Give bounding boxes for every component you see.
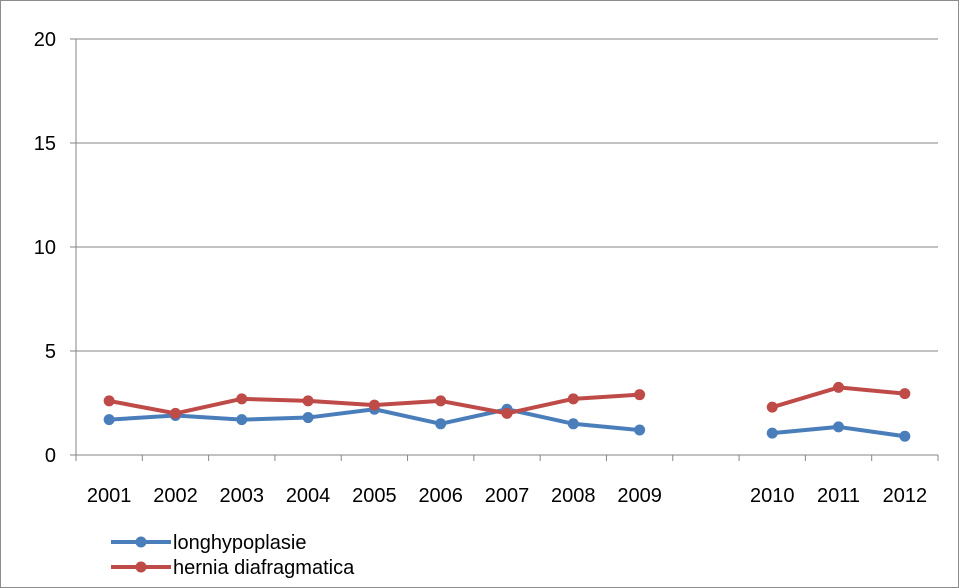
data-point (236, 393, 248, 405)
data-point (169, 407, 181, 419)
data-point (368, 399, 380, 411)
y-tick-labels: 0 5 10 15 20 (34, 29, 56, 467)
y-tick-label: 0 (45, 445, 56, 467)
x-tick-label: 2012 (883, 485, 928, 507)
data-point (302, 395, 314, 407)
legend-item: longhypoplasie (111, 532, 306, 554)
data-point (567, 418, 579, 430)
x-tick-label: 2007 (485, 485, 530, 507)
series-1 (103, 381, 911, 419)
gridlines (76, 38, 938, 352)
x-tick-label: 2006 (418, 485, 463, 507)
legend-swatch-marker (135, 536, 147, 548)
data-point (899, 430, 911, 442)
data-point (435, 418, 447, 430)
legend-label: hernia diafragmatica (173, 557, 355, 579)
data-point (501, 407, 513, 419)
x-tick-label: 2011 (817, 485, 860, 507)
data-point (103, 414, 115, 426)
y-tick-label: 20 (34, 29, 56, 51)
data-point (302, 412, 314, 424)
legend-swatch-marker (135, 561, 147, 573)
legend-item: hernia diafragmatica (111, 557, 355, 579)
x-tick-label: 2005 (352, 485, 397, 507)
data-point (634, 389, 646, 401)
data-point (833, 421, 845, 433)
data-point (634, 424, 646, 436)
x-tick-label: 2001 (87, 485, 132, 507)
y-tick-label: 15 (34, 133, 56, 155)
x-tick-label: 2008 (551, 485, 596, 507)
data-point (435, 395, 447, 407)
legend: longhypoplasie hernia diafragmatica (111, 532, 355, 579)
x-tick-label: 2009 (617, 485, 662, 507)
data-point (833, 381, 845, 393)
data-point (567, 393, 579, 405)
legend-label: longhypoplasie (173, 532, 306, 554)
x-tick-label: 2010 (750, 485, 795, 507)
data-point (766, 401, 778, 413)
data-point (766, 427, 778, 439)
axes (70, 38, 939, 461)
x-tick-label: 2002 (153, 485, 198, 507)
x-tick-label: 2004 (286, 485, 331, 507)
data-point (103, 395, 115, 407)
y-tick-label: 5 (45, 341, 56, 363)
x-tick-labels: 2001 2002 2003 2004 2005 2006 2007 2008 2009 2010… (87, 485, 927, 507)
x-tick-label: 2003 (220, 485, 265, 507)
data-point (899, 388, 911, 400)
series (103, 381, 911, 442)
y-tick-label: 10 (34, 237, 56, 259)
data-point (236, 414, 248, 426)
